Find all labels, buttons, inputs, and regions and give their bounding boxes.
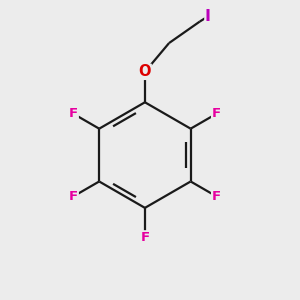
Text: F: F (140, 231, 149, 244)
Text: O: O (139, 64, 151, 79)
Text: F: F (69, 107, 78, 121)
Text: F: F (212, 190, 221, 203)
Text: I: I (205, 9, 211, 24)
Text: F: F (69, 190, 78, 203)
Text: F: F (212, 107, 221, 121)
